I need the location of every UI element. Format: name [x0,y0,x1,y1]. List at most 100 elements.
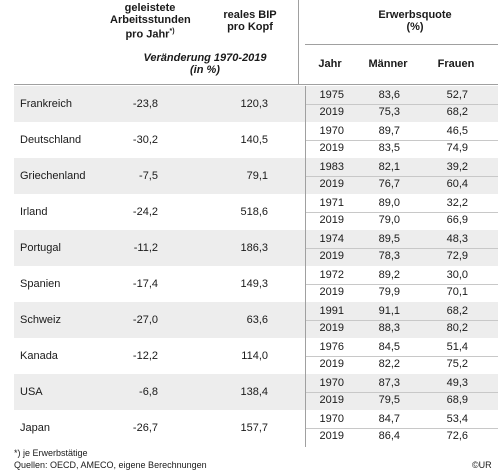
year-start: 1983 [319,161,344,173]
year-separator-rule [305,248,498,249]
men-rate-end: 86,4 [378,430,400,442]
gdp-change-value: 518,6 [240,206,268,218]
men-rate-end: 78,3 [378,250,400,262]
women-rate-start: 51,4 [446,341,468,353]
gdp-change-value: 63,6 [246,314,268,326]
country-name: Irland [20,206,48,218]
hours-change-value: -23,8 [132,98,158,110]
year-end: 2019 [319,106,344,118]
men-rate-start: 89,2 [378,269,400,281]
men-rate-start: 89,5 [378,233,400,245]
women-rate-start: 52,7 [446,89,468,101]
hours-change-value: -24,2 [132,206,158,218]
hours-change-value: -12,2 [132,350,158,362]
rate-subheader-rule [305,44,498,45]
men-rate-start: 83,6 [378,89,400,101]
country-name: USA [20,386,43,398]
year-separator-rule [305,140,498,141]
men-rate-end: 79,5 [378,394,400,406]
women-rate-end: 72,6 [446,430,468,442]
men-rate-end: 79,9 [378,286,400,298]
country-name: Portugal [20,242,61,254]
women-rate-start: 32,2 [446,197,468,209]
hours-header-line2: Arbeitsstunden [110,14,191,26]
year-end: 2019 [319,214,344,226]
body-divider-vertical [305,86,306,447]
women-rate-end: 75,2 [446,358,468,370]
men-rate-start: 82,1 [378,161,400,173]
year-separator-rule [305,176,498,177]
men-rate-start: 84,7 [378,413,400,425]
women-rate-end: 70,1 [446,286,468,298]
year-start: 1991 [319,305,344,317]
footnote: *) je Erwerbstätige [14,448,88,458]
hours-change-value: -30,2 [132,134,158,146]
men-rate-start: 84,5 [378,341,400,353]
hours-change-value: -26,7 [132,422,158,434]
year-separator-rule [305,356,498,357]
hours-header: geleistete Arbeitsstunden pro Jahr*) [110,2,191,41]
source-line: Quellen: OECD, AMECO, eigene Berechnunge… [14,460,207,470]
year-separator-rule [305,212,498,213]
change-subheader-line2: (in %) [190,64,220,76]
gdp-change-value: 114,0 [241,350,268,362]
women-rate-start: 68,2 [446,305,468,317]
men-rate-start: 89,0 [378,197,400,209]
country-name: Deutschland [20,134,82,146]
country-name: Kanada [20,350,58,362]
year-start: 1975 [319,89,344,101]
women-rate-start: 39,2 [446,161,468,173]
header-divider-vertical [298,0,299,84]
year-start: 1970 [319,377,344,389]
gdp-change-value: 120,3 [240,98,268,110]
hours-change-value: -7,5 [139,170,158,182]
men-rate-end: 75,3 [378,106,400,118]
gdp-change-value: 186,3 [240,242,268,254]
rate-header-line2: (%) [406,21,424,33]
year-end: 2019 [319,358,344,370]
year-separator-rule [305,104,498,105]
country-name: Griechenland [20,170,86,182]
rate-header: Erwerbsquote (%) [355,9,475,33]
gdp-change-value: 157,7 [240,422,268,434]
hours-change-value: -11,2 [133,242,158,254]
year-end: 2019 [319,322,344,334]
gdp-change-value: 140,5 [240,134,268,146]
hours-header-line3: pro Jahr [125,28,170,41]
year-end: 2019 [319,430,344,442]
men-rate-end: 88,3 [378,322,400,334]
gdp-change-value: 79,1 [246,170,268,182]
year-start: 1974 [319,233,344,245]
hours-header-line1: geleistete [124,2,176,14]
year-separator-rule [305,284,498,285]
women-rate-start: 49,3 [446,377,468,389]
country-name: Frankreich [20,98,72,110]
women-rate-end: 60,4 [446,178,468,190]
gdp-header: reales BIP pro Kopf [215,9,285,33]
year-separator-rule [305,320,498,321]
year-start: 1971 [319,197,344,209]
gdp-header-line1: reales BIP [223,9,277,21]
women-rate-end: 68,2 [446,106,468,118]
year-end: 2019 [319,178,344,190]
change-subheader-line1: Veränderung 1970-2019 [143,52,267,64]
women-rate-start: 53,4 [446,413,468,425]
women-rate-end: 80,2 [446,322,468,334]
change-subheader: Veränderung 1970-2019 (in %) [120,52,290,76]
country-name: Schweiz [20,314,61,326]
hours-header-line3-wrap: pro Jahr*) [110,26,190,41]
year-separator-rule [305,392,498,393]
year-separator-rule [305,428,498,429]
year-end: 2019 [319,250,344,262]
header-bottom-rule [14,84,498,85]
gdp-header-line2: pro Kopf [227,21,273,33]
women-rate-end: 66,9 [446,214,468,226]
men-rate-start: 87,3 [378,377,400,389]
year-end: 2019 [319,142,344,154]
year-start: 1970 [319,125,344,137]
women-rate-start: 48,3 [446,233,468,245]
country-name: Japan [20,422,50,434]
men-rate-end: 79,0 [378,214,400,226]
hours-change-value: -6,8 [139,386,158,398]
women-rate-end: 72,9 [446,250,468,262]
